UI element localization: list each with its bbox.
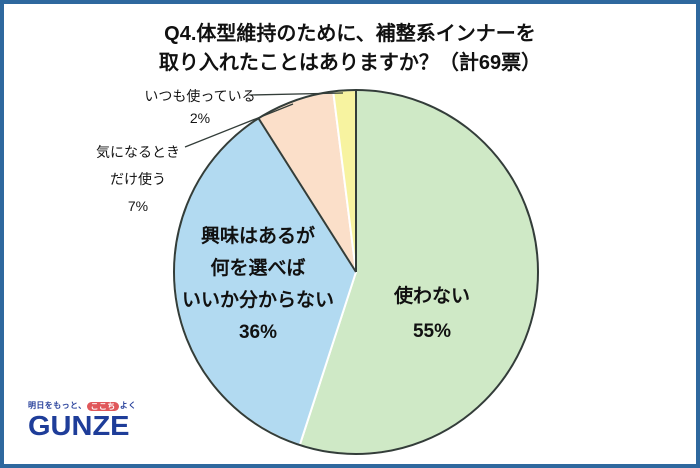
leader-line-always-use (249, 92, 344, 96)
slice-value-label: 36% (238, 322, 278, 343)
slice-value-label: 55% (412, 321, 452, 342)
chart-title: Q4.体型維持のために、補整系インナーを 取り入れたことはありますか？（計69票… (0, 20, 700, 78)
tagline-prefix: 明日をもっと、 (28, 401, 87, 410)
slice-label-line: いつも使っている (144, 88, 256, 104)
logo-tagline: 明日をもっと、 ここち よく (28, 401, 137, 411)
slice-value-label: 2% (189, 110, 211, 126)
slice-label-line: 何を選べば (210, 258, 306, 279)
gunze-logo: 明日をもっと、 ここち よく GUNZE (28, 401, 137, 442)
leader-line-use-when-concerned (184, 103, 294, 148)
outside-label-use-when-concerned: 気になるとき だけ使う 7% (56, 139, 220, 220)
pie-radial-line (257, 117, 357, 273)
slice-label-line: 使わない (393, 286, 470, 307)
pie-outline (173, 89, 539, 455)
slice-label-line: 興味はあるが (200, 226, 315, 247)
slice-label-interested-but-unsure: 興味はあるが 何を選べば いいか分からない 36% (148, 221, 368, 349)
chart-title-line1: Q4.体型維持のために、補整系インナーを (164, 23, 536, 45)
slice-label-not-used: 使わない 55% (342, 279, 522, 349)
slice-value-label: 7% (127, 198, 149, 214)
logo-brand-text: GUNZE (28, 411, 130, 442)
slice-label-line: だけ使う (110, 171, 166, 187)
tagline-suffix: よく (119, 401, 137, 410)
tagline-badge: ここち (87, 401, 119, 411)
slice-label-line: 気になるとき (96, 144, 180, 160)
slice-label-line: いいか分からない (181, 290, 334, 311)
outside-label-always-use: いつも使っている 2% (120, 85, 280, 129)
chart-title-line2: 取り入れたことはありますか？（計69票） (158, 52, 542, 74)
